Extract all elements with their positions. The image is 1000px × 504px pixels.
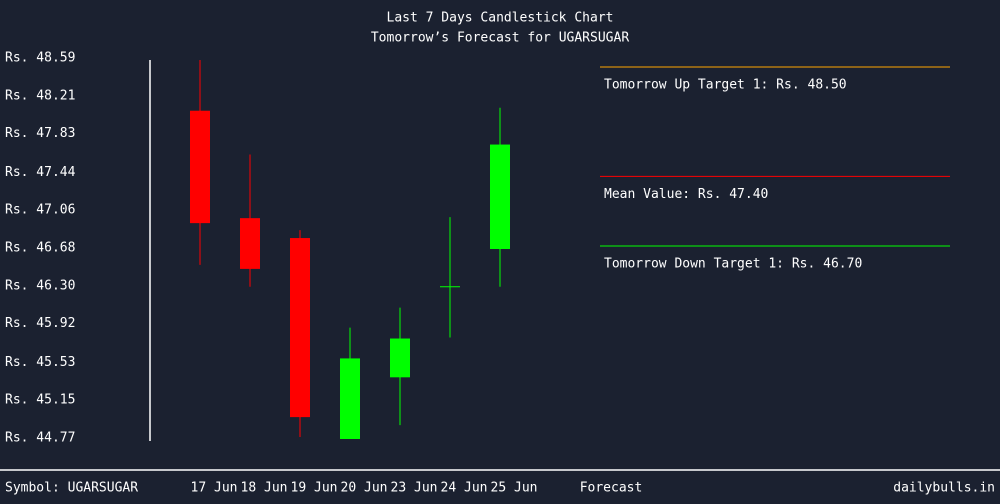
y-tick-label: Rs. 46.30 xyxy=(5,278,75,293)
symbol-label: Symbol: UGARSUGAR xyxy=(5,481,138,496)
forecast-text: Mean Value: Rs. 47.40 xyxy=(604,187,768,202)
chart-title: Last 7 Days Candlestick Chart xyxy=(387,11,614,26)
candle-body xyxy=(390,338,410,378)
candle-body xyxy=(340,358,360,439)
y-tick-label: Rs. 45.53 xyxy=(5,355,75,370)
y-tick-label: Rs. 44.77 xyxy=(5,431,75,446)
x-tick-label: 24 Jun xyxy=(441,481,488,496)
x-tick-label: 17 Jun xyxy=(191,481,238,496)
forecast-label: Forecast xyxy=(580,481,643,496)
x-tick-label: 19 Jun xyxy=(291,481,338,496)
candle-body xyxy=(190,110,210,224)
y-tick-label: Rs. 46.68 xyxy=(5,241,75,256)
y-tick-label: Rs. 47.83 xyxy=(5,126,75,141)
forecast-text: Tomorrow Up Target 1: Rs. 48.50 xyxy=(604,77,847,92)
forecast-text: Tomorrow Down Target 1: Rs. 46.70 xyxy=(604,257,862,272)
y-tick-label: Rs. 47.06 xyxy=(5,203,75,218)
x-tick-label: 20 Jun xyxy=(341,481,388,496)
y-tick-label: Rs. 47.44 xyxy=(5,165,76,180)
y-tick-label: Rs. 48.21 xyxy=(5,88,75,103)
candle-body xyxy=(240,218,260,269)
y-tick-label: Rs. 48.59 xyxy=(5,51,75,66)
x-tick-label: 25 Jun xyxy=(491,481,538,496)
y-tick-label: Rs. 45.15 xyxy=(5,393,75,408)
y-tick-label: Rs. 45.92 xyxy=(5,316,75,331)
source-label: dailybulls.in xyxy=(893,481,995,496)
candle-body xyxy=(290,238,310,418)
chart-subtitle: Tomorrow’s Forecast for UGARSUGAR xyxy=(371,31,629,46)
x-tick-label: 18 Jun xyxy=(241,481,288,496)
candle-body xyxy=(490,144,510,249)
x-tick-label: 23 Jun xyxy=(391,481,438,496)
